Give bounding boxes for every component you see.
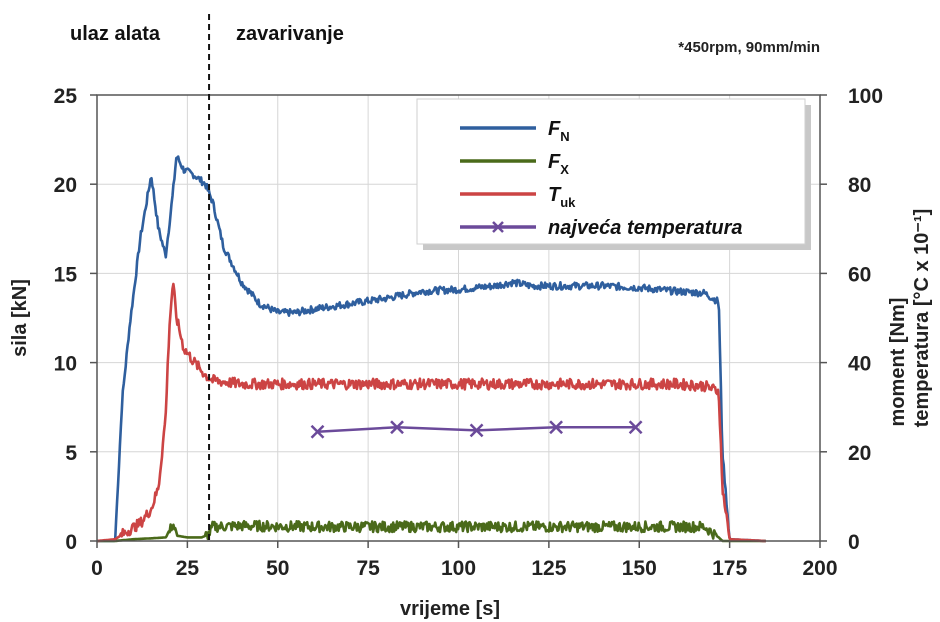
data-point-marker	[549, 420, 563, 435]
y-tick-label: 0	[65, 531, 77, 554]
legend-label: najveća temperatura	[548, 217, 743, 239]
x-tick-label: 50	[266, 557, 289, 580]
data-point-marker	[390, 420, 404, 435]
y2-tick-label: 20	[848, 442, 871, 465]
x-tick-label: 200	[802, 557, 837, 580]
phase-left-label: ulaz alata	[70, 23, 161, 45]
x-tick-label: 175	[712, 557, 747, 580]
y2-axis-title-line1: moment [Nm]	[887, 298, 909, 427]
y2-tick-label: 100	[848, 85, 883, 108]
y-tick-label: 10	[54, 353, 77, 376]
y2-tick-label: 80	[848, 174, 871, 197]
data-point-marker	[469, 423, 484, 438]
phase-right-label: zavarivanje	[236, 23, 344, 45]
x-axis-title: vrijeme [s]	[400, 598, 500, 620]
y-axis-title: sila [kN]	[9, 279, 31, 357]
ticks: 0 25 50 75 100 125 150 175 200 0 5 10 15 20 25 0 20 40 60 8…	[54, 85, 883, 580]
y-tick-label: 20	[54, 174, 77, 197]
x-tick-label: 125	[531, 557, 566, 580]
params-note: *450rpm, 90mm/min	[678, 39, 820, 56]
y2-tick-label: 60	[848, 263, 871, 286]
legend-box	[416, 98, 806, 245]
x-tick-label: 75	[356, 557, 380, 580]
data-point-marker	[628, 420, 643, 435]
y2-tick-label: 0	[848, 531, 860, 554]
y-tick-label: 15	[54, 263, 78, 286]
y-tick-label: 5	[65, 442, 77, 465]
series-tuk-line	[96, 282, 767, 543]
y2-axis-title-line2: temperatura [°C x 10⁻¹]	[911, 209, 933, 428]
x-tick-label: 25	[176, 557, 200, 580]
y-tick-label: 25	[54, 85, 78, 108]
x-tick-label: 150	[622, 557, 657, 580]
data-point-marker	[310, 424, 325, 439]
x-tick-label: 100	[441, 557, 476, 580]
x-tick-label: 0	[91, 557, 103, 580]
series-tuk	[96, 282, 767, 543]
series-najve-a-temperatura	[310, 420, 643, 439]
legend-item: najveća temperatura	[460, 217, 743, 239]
y2-tick-label: 40	[848, 353, 871, 376]
series-fx	[96, 519, 767, 543]
series-fx-line	[96, 519, 767, 543]
